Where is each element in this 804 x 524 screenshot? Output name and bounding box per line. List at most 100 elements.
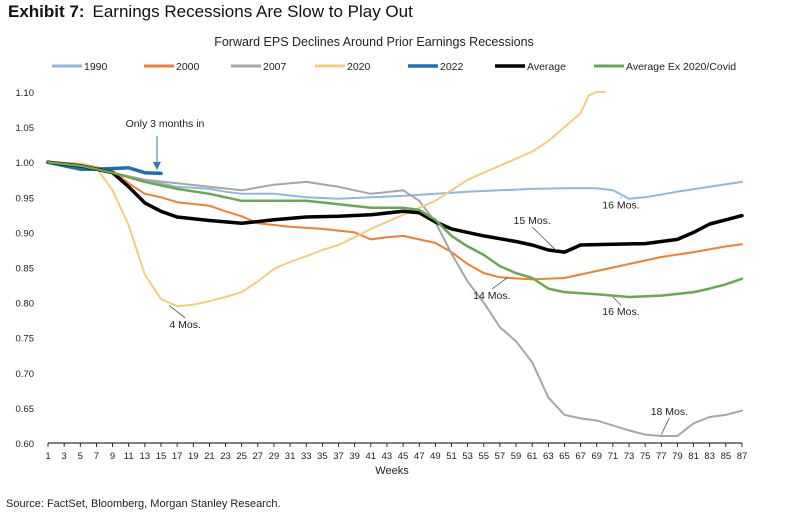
x-tick-51: 51: [446, 451, 457, 462]
legend-item-average-ex-2020-covid: Average Ex 2020/Covid: [594, 61, 736, 73]
x-tick-11: 11: [124, 451, 134, 462]
x-tick-1: 1: [45, 451, 50, 462]
x-tick-5: 5: [78, 451, 83, 462]
x-tick-55: 55: [478, 451, 489, 462]
legend-label: 2020: [347, 61, 371, 73]
series-line-2020: [47, 91, 606, 308]
y-axis: 0.60 0.65 0.70 0.75 0.80 0.85 0.90 0.95 1.00 1.05…: [16, 88, 35, 450]
x-tick-19: 19: [188, 451, 199, 462]
y-tick-0-85: 0.85: [16, 264, 35, 275]
legend-label: Average: [527, 61, 566, 73]
x-tick-7: 7: [94, 451, 99, 462]
x-axis: 1 3 5 7 9 11 13 15 17 19 21 23 25 27 29 31 33 35 37 39 41 43 4…: [45, 442, 748, 462]
annotation-16-mos: 16 Mos.: [602, 200, 639, 212]
x-tick-45: 45: [398, 451, 409, 462]
x-tick-31: 31: [285, 451, 296, 462]
x-tick-83: 83: [704, 451, 715, 462]
y-tick-0-60: 0.60: [16, 439, 35, 450]
exhibit-title: Earnings Recessions Are Slow to Play Out: [92, 2, 413, 21]
x-tick-15: 15: [156, 451, 167, 462]
legend-item-2000: 2000: [144, 61, 200, 73]
x-tick-29: 29: [269, 451, 280, 462]
legend-label: 2022: [440, 61, 464, 73]
x-tick-49: 49: [430, 451, 441, 462]
x-tick-85: 85: [721, 451, 732, 462]
x-tick-61: 61: [527, 451, 538, 462]
x-tick-33: 33: [301, 451, 312, 462]
legend-label: 2000: [176, 61, 200, 73]
annotation-15-mos: 15 Mos.: [514, 215, 551, 227]
legend-label: Average Ex 2020/Covid: [626, 61, 736, 73]
annotation-leader: [491, 277, 509, 290]
y-tick-0-95: 0.95: [16, 193, 35, 204]
series-line-average-ex-2020-covid: [46, 160, 744, 299]
series-line-2022: [46, 160, 163, 176]
x-tick-75: 75: [640, 451, 651, 462]
annotation-leader: [168, 305, 186, 319]
x-tick-81: 81: [688, 451, 699, 462]
x-tick-39: 39: [349, 451, 360, 462]
x-tick-77: 77: [656, 451, 667, 462]
x-tick-47: 47: [414, 451, 425, 462]
x-tick-41: 41: [366, 451, 377, 462]
legend: 1990 2000 2007 2020 2022 Average Average Ex 20…: [52, 61, 736, 73]
x-tick-69: 69: [591, 451, 602, 462]
x-tick-35: 35: [317, 451, 328, 462]
legend-item-1990: 1990: [52, 61, 108, 73]
series-line-2007: [47, 161, 743, 437]
x-tick-13: 13: [140, 451, 151, 462]
legend-item-2007: 2007: [231, 61, 287, 73]
legend-label: 2007: [263, 61, 287, 73]
x-tick-25: 25: [236, 451, 247, 462]
x-tick-43: 43: [382, 451, 393, 462]
x-tick-57: 57: [495, 451, 506, 462]
annotation-leader: [612, 296, 622, 306]
x-tick-65: 65: [559, 451, 570, 462]
series-line-average: [46, 160, 744, 254]
annotation-leader: [660, 417, 670, 435]
x-tick-9: 9: [110, 451, 115, 462]
x-tick-17: 17: [172, 451, 183, 462]
x-tick-71: 71: [608, 451, 619, 462]
x-tick-79: 79: [672, 451, 683, 462]
x-tick-21: 21: [204, 451, 215, 462]
series-group: [46, 91, 744, 437]
x-axis-label: Weeks: [375, 465, 409, 477]
y-tick-0-65: 0.65: [16, 404, 35, 415]
annotation-16-mos: 16 Mos.: [602, 306, 639, 318]
legend-item-2020: 2020: [315, 61, 371, 73]
x-tick-63: 63: [543, 451, 554, 462]
series-line-1990: [47, 161, 743, 200]
chart-title: Forward EPS Declines Around Prior Earnin…: [214, 35, 534, 49]
annotation-4-mos: 4 Mos.: [169, 319, 201, 331]
annotation-only-3-months-in: Only 3 months in: [126, 118, 205, 130]
x-tick-23: 23: [220, 451, 231, 462]
x-tick-53: 53: [462, 451, 473, 462]
legend-label: 1990: [84, 61, 108, 73]
annotation-18-mos: 18 Mos.: [651, 406, 688, 418]
y-tick-0-75: 0.75: [16, 334, 35, 345]
y-tick-1-10: 1.10: [16, 88, 35, 99]
y-tick-1-05: 1.05: [16, 123, 35, 134]
source-note: Source: FactSet, Bloomberg, Morgan Stanl…: [6, 498, 281, 510]
legend-item-average: Average: [495, 61, 566, 73]
x-tick-73: 73: [624, 451, 635, 462]
annotations: Only 3 months in 4 Mos. 15 Mos. 14 Mos. 16 M…: [126, 118, 688, 435]
y-tick-0-80: 0.80: [16, 299, 35, 310]
y-tick-0-90: 0.90: [16, 228, 35, 239]
exhibit-heading: Exhibit 7: Earnings Recessions Are Slow t…: [8, 2, 413, 22]
series-line-2000: [47, 161, 743, 281]
annotation-leader: [531, 226, 557, 251]
y-tick-0-70: 0.70: [16, 369, 35, 380]
x-tick-67: 67: [575, 451, 586, 462]
x-tick-87: 87: [737, 451, 748, 462]
x-tick-27: 27: [253, 451, 264, 462]
exhibit-label: Exhibit 7:: [8, 2, 85, 21]
annotation-14-mos: 14 Mos.: [473, 290, 510, 302]
y-tick-1-00: 1.00: [16, 158, 35, 169]
x-tick-3: 3: [61, 451, 66, 462]
x-tick-37: 37: [333, 451, 344, 462]
x-tick-59: 59: [511, 451, 522, 462]
legend-item-2022: 2022: [408, 61, 464, 73]
